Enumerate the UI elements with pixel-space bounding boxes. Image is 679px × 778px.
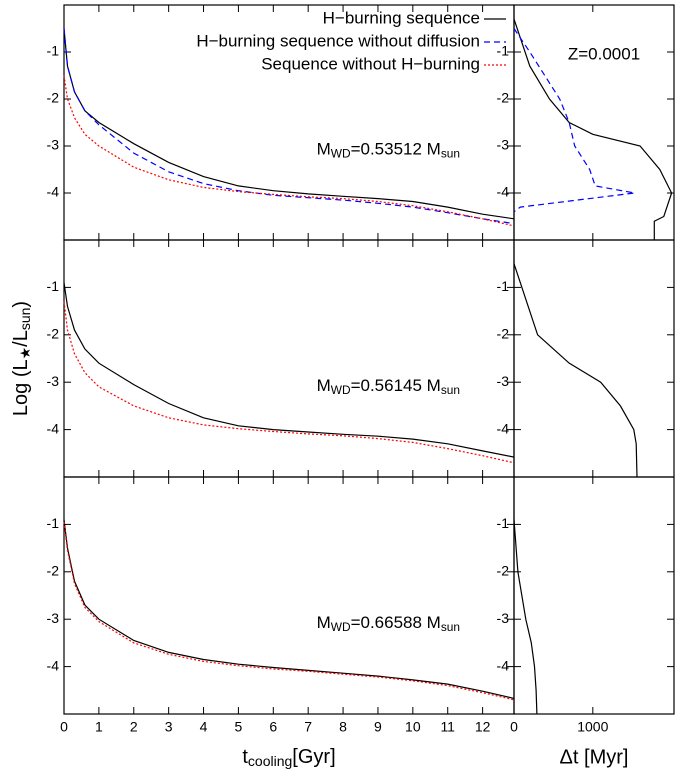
rich-label: MWD=0.53512 Msun <box>317 140 460 160</box>
y-tick-label: -3 <box>47 137 60 153</box>
x-tick-label: 3 <box>165 719 173 735</box>
y-tick-label: -3 <box>47 610 60 626</box>
subscript: WD <box>331 146 351 160</box>
x-tick-label: 7 <box>304 719 312 735</box>
text-part: =0.53512 M <box>351 140 441 159</box>
y-tick-label: -3 <box>497 373 510 389</box>
y-tick-label: -4 <box>497 184 510 200</box>
y-tick-label: -2 <box>497 326 510 342</box>
text-part: Log (L <box>10 359 32 416</box>
panel-frame <box>63 239 515 478</box>
subscript: WD <box>331 383 351 397</box>
x-tick-label: 1000 <box>577 719 608 735</box>
y-tick-label: -4 <box>47 420 60 436</box>
subscript: sun <box>441 620 460 634</box>
text-part: =0.66588 M <box>351 613 441 632</box>
x-tick-label: 6 <box>269 719 277 735</box>
y-tick-label: -1 <box>497 278 510 294</box>
subscript: WD <box>331 620 351 634</box>
series-line <box>63 28 515 220</box>
y-tick-label: -1 <box>497 43 510 59</box>
text-part: /L <box>10 330 32 347</box>
y-tick-label: -2 <box>47 90 60 106</box>
panel-frame <box>63 476 515 715</box>
subscript: sun <box>441 383 460 397</box>
panel-frame <box>513 239 675 478</box>
x-tick-label: 11 <box>440 719 455 735</box>
series-line <box>63 282 515 458</box>
x-axis-label: Δt [Myr] <box>560 746 629 768</box>
y-tick-label: -1 <box>47 43 60 59</box>
x-tick-label: 4 <box>200 719 208 735</box>
x-tick-label: 2 <box>130 719 138 735</box>
y-tick-label: -2 <box>47 563 60 579</box>
y-tick-label: -4 <box>497 657 510 673</box>
panel-frame <box>513 4 675 241</box>
annotation: Z=0.0001 <box>568 44 640 63</box>
subscript: sun <box>441 146 460 160</box>
subscript: ★ <box>17 347 33 360</box>
y-tick-label: -4 <box>47 657 60 673</box>
y-tick-label: -2 <box>497 90 510 106</box>
y-tick-label: -2 <box>47 326 60 342</box>
text-part: ) <box>10 301 32 308</box>
rich-label: tcooling[Gyr] <box>242 746 335 769</box>
x-tick-label: 12 <box>475 719 491 735</box>
text-part: M <box>317 613 331 632</box>
series-line <box>513 263 638 478</box>
rich-label: Log (L★/Lsun) <box>10 301 33 416</box>
rich-label: MWD=0.66588 Msun <box>317 613 460 633</box>
y-tick-label: -3 <box>47 373 60 389</box>
series-line <box>63 301 515 464</box>
legend-label: H−burning sequence without diffusion <box>196 31 480 50</box>
series-line <box>63 521 515 701</box>
series-line <box>63 75 515 227</box>
series-line <box>63 28 515 225</box>
legend-label: H−burning sequence <box>323 8 480 27</box>
rich-label: MWD=0.56145 Msun <box>317 376 460 396</box>
y-tick-label: -3 <box>497 137 510 153</box>
legend-label: Sequence without H−burning <box>261 54 480 73</box>
text-part: M <box>317 376 331 395</box>
x-tick-label: 10 <box>405 719 421 735</box>
subscript: sun <box>17 308 33 331</box>
x-tick-label: 0 <box>510 719 518 735</box>
text-part: M <box>317 140 331 159</box>
y-tick-label: -4 <box>497 420 510 436</box>
series-line <box>513 519 538 715</box>
y-tick-label: -3 <box>497 610 510 626</box>
x-tick-label: 1 <box>95 719 103 735</box>
y-tick-label: -1 <box>47 515 60 531</box>
y-tick-label: -2 <box>497 563 510 579</box>
y-tick-label: -1 <box>47 278 60 294</box>
text-part: [Gyr] <box>292 746 335 768</box>
text-part: t <box>242 746 248 768</box>
series-line <box>513 18 673 240</box>
x-tick-label: 8 <box>339 719 347 735</box>
x-tick-label: 9 <box>374 719 382 735</box>
series-line <box>63 519 515 699</box>
x-tick-label: 5 <box>235 719 243 735</box>
y-tick-label: -4 <box>47 184 60 200</box>
y-tick-label: -1 <box>497 515 510 531</box>
panel-frame <box>513 476 675 715</box>
text-part: =0.56145 M <box>351 376 441 395</box>
subscript: cooling <box>248 753 292 769</box>
x-tick-label: 0 <box>60 719 68 735</box>
